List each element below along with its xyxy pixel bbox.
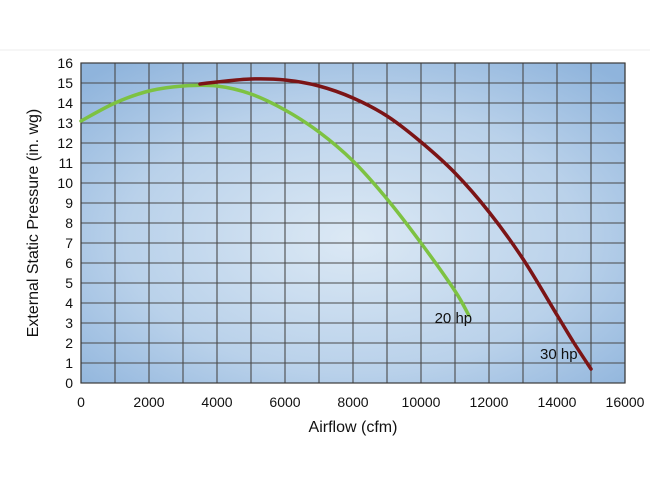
- y-axis-title: External Static Pressure (in. wg): [25, 109, 42, 338]
- y-tick-label: 8: [65, 215, 73, 231]
- series-labels: 20 hp 30 hp: [435, 310, 578, 363]
- x-tick-label: 8000: [337, 394, 368, 410]
- y-tick-label: 9: [65, 195, 73, 211]
- y-tick-label: 14: [57, 95, 73, 111]
- y-tick-label: 2: [65, 335, 73, 351]
- x-tick-label: 4000: [201, 394, 232, 410]
- series-line-20-hp: [79, 83, 471, 317]
- y-tick-label: 15: [57, 75, 73, 91]
- plot-frame: [80, 62, 626, 384]
- series-label-20-hp: 20 hp: [435, 310, 473, 327]
- y-tick-label: 3: [65, 315, 73, 331]
- y-tick-label: 10: [57, 175, 73, 191]
- y-tick-label: 6: [65, 255, 73, 271]
- y-tick-label: 5: [65, 275, 73, 291]
- x-tick-label: 10000: [402, 394, 441, 410]
- x-tick-label: 2000: [133, 394, 164, 410]
- x-tick-label: 12000: [470, 394, 509, 410]
- x-axis-title: Airflow (cfm): [309, 419, 398, 436]
- y-tick-label: 11: [58, 155, 73, 171]
- x-tick-label: 0: [77, 394, 85, 410]
- y-tick-label: 7: [65, 235, 73, 251]
- series-label-30-hp: 30 hp: [540, 346, 578, 363]
- y-tick-label: 0: [65, 375, 73, 391]
- series-line-30-hp: [198, 77, 593, 371]
- x-tick-label: 6000: [269, 394, 300, 410]
- y-tick-label: 12: [57, 135, 73, 151]
- y-tick-label: 16: [57, 55, 73, 71]
- tick-labels: 0 2000 4000 6000 8000 10000 12000 14000 16000012…: [57, 55, 644, 410]
- x-tick-label: 16000: [606, 394, 645, 410]
- y-tick-label: 13: [57, 115, 73, 131]
- series-layer: [79, 77, 593, 371]
- y-tick-label: 4: [65, 295, 73, 311]
- y-tick-label: 1: [65, 355, 73, 371]
- x-tick-label: 14000: [538, 394, 577, 410]
